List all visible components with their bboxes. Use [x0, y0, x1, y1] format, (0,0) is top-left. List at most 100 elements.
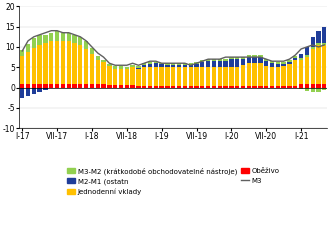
Bar	[107, 85, 112, 88]
Bar	[299, 54, 303, 60]
Bar	[235, 86, 239, 88]
Bar	[293, 60, 297, 86]
Bar	[142, 86, 147, 88]
Bar	[26, 52, 30, 84]
Bar	[67, 33, 71, 41]
Bar	[148, 64, 152, 67]
Bar	[293, 86, 297, 88]
Bar	[322, 84, 326, 88]
Bar	[217, 86, 222, 88]
Bar	[61, 41, 65, 84]
Bar	[32, 48, 36, 84]
Bar	[281, 86, 286, 88]
Bar	[287, 60, 292, 62]
Bar	[206, 86, 210, 88]
Bar	[20, 56, 24, 84]
Bar	[316, 43, 321, 45]
Bar	[101, 60, 106, 62]
Bar	[217, 59, 222, 61]
Bar	[20, 88, 24, 98]
Bar	[223, 59, 228, 61]
Bar	[229, 57, 234, 59]
Bar	[200, 86, 205, 88]
Bar	[281, 62, 286, 64]
Bar	[264, 59, 268, 61]
Bar	[38, 88, 42, 92]
Bar	[142, 65, 147, 67]
Bar	[223, 61, 228, 67]
Bar	[90, 84, 94, 88]
Bar	[270, 61, 274, 63]
Bar	[55, 41, 59, 84]
Bar	[206, 61, 210, 67]
Bar	[101, 62, 106, 84]
Bar	[206, 67, 210, 86]
Bar	[247, 63, 251, 86]
Bar	[78, 45, 82, 84]
Bar	[206, 59, 210, 61]
Bar	[305, 47, 309, 84]
Bar	[119, 68, 123, 85]
Bar	[212, 59, 216, 61]
Bar	[142, 67, 147, 86]
Bar	[148, 86, 152, 88]
Bar	[235, 59, 239, 67]
Bar	[43, 35, 48, 43]
Bar	[113, 68, 117, 85]
Bar	[276, 86, 280, 88]
Bar	[159, 63, 164, 64]
Bar	[136, 66, 141, 68]
Bar	[148, 62, 152, 64]
Bar	[177, 65, 181, 67]
Bar	[276, 62, 280, 64]
Bar	[293, 56, 297, 58]
Bar	[183, 67, 187, 86]
Bar	[252, 63, 257, 86]
Bar	[78, 37, 82, 45]
Bar	[61, 33, 65, 41]
Bar	[299, 88, 303, 89]
Bar	[130, 65, 135, 67]
Bar	[148, 67, 152, 86]
Bar	[247, 86, 251, 88]
Bar	[55, 84, 59, 88]
Bar	[247, 57, 251, 63]
Bar	[177, 67, 181, 86]
Bar	[258, 57, 263, 63]
Bar	[165, 67, 170, 86]
Bar	[188, 86, 193, 88]
Bar	[119, 85, 123, 88]
Bar	[183, 63, 187, 65]
Bar	[322, 27, 326, 45]
Bar	[67, 41, 71, 84]
Bar	[235, 57, 239, 59]
Bar	[177, 86, 181, 88]
Bar	[159, 67, 164, 86]
Bar	[264, 86, 268, 88]
Bar	[212, 61, 216, 67]
Bar	[78, 84, 82, 88]
Bar	[26, 44, 30, 52]
Bar	[130, 85, 135, 88]
Bar	[194, 64, 199, 67]
Bar	[142, 63, 147, 65]
Bar	[20, 84, 24, 88]
Bar	[305, 84, 309, 88]
Bar	[32, 38, 36, 48]
Bar	[287, 62, 292, 64]
Bar	[171, 67, 176, 86]
Bar	[217, 61, 222, 67]
Bar	[136, 86, 141, 88]
Bar	[223, 86, 228, 88]
Bar	[165, 86, 170, 88]
Bar	[229, 86, 234, 88]
Bar	[125, 69, 129, 85]
Bar	[212, 86, 216, 88]
Bar	[258, 55, 263, 57]
Bar	[188, 67, 193, 86]
Bar	[247, 55, 251, 57]
Bar	[311, 88, 315, 92]
Bar	[264, 66, 268, 86]
Bar	[299, 58, 303, 60]
Bar	[311, 37, 315, 84]
